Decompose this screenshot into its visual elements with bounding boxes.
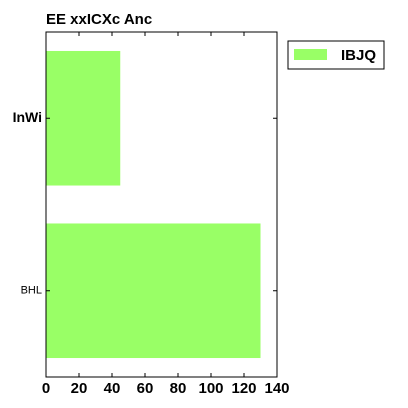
x-tick-label: 120 <box>231 380 256 397</box>
legend: IBJQ <box>287 40 385 70</box>
legend-swatch <box>294 49 327 60</box>
x-tick-label: 100 <box>198 380 223 397</box>
x-tick-label: 60 <box>137 380 154 397</box>
x-tick-label: 80 <box>170 380 187 397</box>
y-axis: InWi BHL <box>13 109 277 297</box>
x-tick-label: 20 <box>71 380 88 397</box>
x-tick-label: 40 <box>104 380 121 397</box>
x-tick-label: 0 <box>42 380 50 397</box>
chart-title: EE xxICXc Anc <box>46 11 152 28</box>
x-axis: 0 20 40 60 80 100 120 140 <box>42 32 290 397</box>
bars-group <box>46 50 261 359</box>
y-tick-label: BHL <box>21 285 42 297</box>
bar-inwi <box>46 50 121 186</box>
bar-bhl <box>46 223 261 359</box>
legend-label: IBJQ <box>341 47 376 64</box>
x-tick-label: 140 <box>264 380 289 397</box>
plot-frame <box>45 31 278 378</box>
y-tick-label: InWi <box>13 109 42 125</box>
